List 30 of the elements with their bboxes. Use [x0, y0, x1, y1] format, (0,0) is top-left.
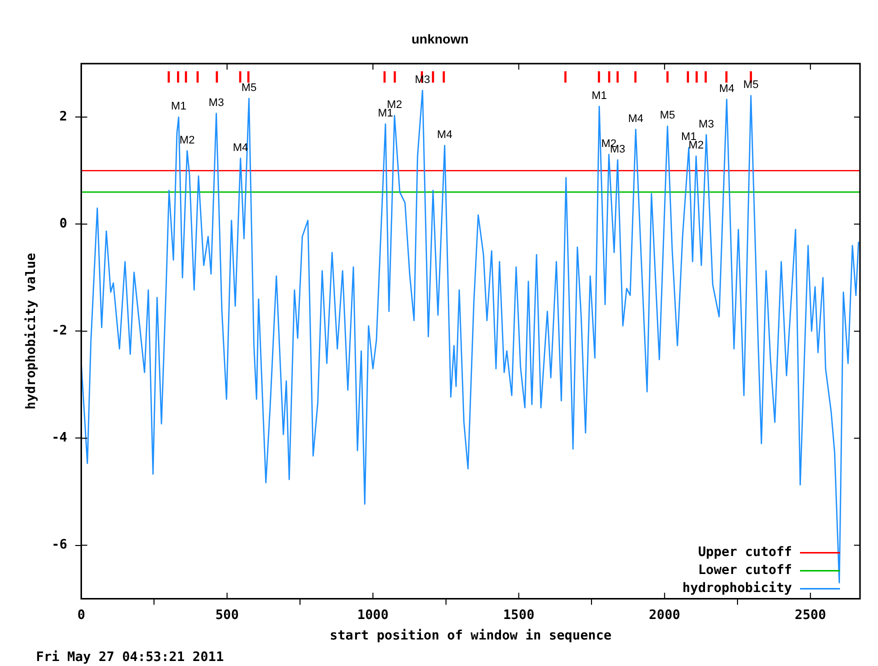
annotation: M5: [241, 82, 257, 94]
annotation: M3: [610, 143, 626, 156]
x-tick-label: 1500: [503, 608, 535, 623]
text: Fri May 27 04:53:21 2011: [36, 650, 224, 665]
annotation: M4: [719, 82, 734, 95]
legend-label: Lower cutoff: [698, 563, 792, 578]
x-axis-title: start position of window in sequence: [330, 628, 612, 644]
chart-title: unknown: [411, 31, 469, 46]
x-tick-label: 2500: [794, 608, 826, 623]
annotation: M1: [592, 90, 607, 102]
annotation: M5: [660, 110, 676, 122]
annotation: M4: [437, 129, 452, 142]
annotation: M4: [628, 112, 644, 125]
y-tick-label: 2: [59, 109, 68, 124]
legend-label: hydrophobicity: [682, 581, 792, 596]
annotation: M3: [208, 96, 224, 109]
legend-label: Upper cutoff: [698, 545, 792, 560]
x-tick-label: 2000: [648, 608, 680, 623]
annotation: M2: [179, 134, 195, 146]
annotation: M1: [171, 100, 186, 113]
y-tick-label: 0: [59, 216, 68, 232]
y-tick-label: -6: [52, 538, 68, 553]
annotation: M5: [743, 79, 759, 92]
y-tick-label: -2: [52, 324, 68, 339]
x-tick-label: 1000: [357, 608, 389, 623]
x-tick-label: 500: [215, 608, 239, 623]
x-tick-label: 0: [77, 608, 86, 623]
y-tick-label: -4: [52, 430, 68, 446]
y-axis-title: hydrophobicity value: [24, 252, 40, 410]
annotation: M3: [698, 118, 714, 130]
